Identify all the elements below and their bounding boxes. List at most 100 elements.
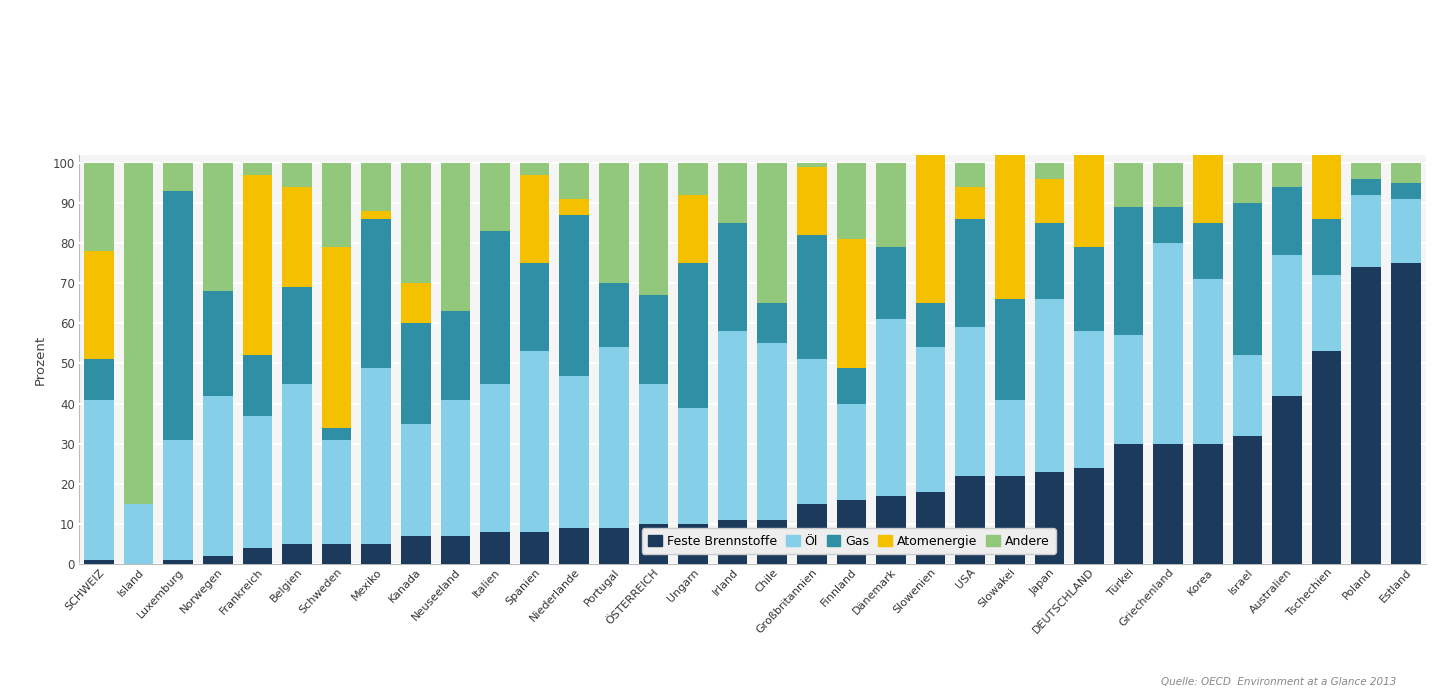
Bar [995, 83, 1025, 299]
Bar [361, 211, 392, 219]
Bar [282, 544, 312, 564]
Bar [84, 251, 114, 359]
Bar [1312, 275, 1342, 352]
Bar [1153, 207, 1184, 243]
Bar [1312, 352, 1342, 564]
Bar [441, 163, 471, 312]
Bar [124, 504, 154, 564]
Bar [955, 219, 985, 327]
Bar [837, 500, 867, 564]
Bar [916, 492, 946, 564]
Bar [599, 163, 629, 283]
Bar [400, 283, 431, 323]
Bar [995, 476, 1025, 564]
Bar [1391, 264, 1421, 564]
Text: Quelle: OECD  Environment at a Glance 2013: Quelle: OECD Environment at a Glance 201… [1162, 676, 1397, 687]
Bar [717, 332, 747, 520]
Bar [400, 424, 431, 536]
Bar [400, 536, 431, 564]
Bar [441, 400, 471, 536]
Bar [84, 359, 114, 400]
Bar [361, 367, 392, 544]
Bar [321, 428, 351, 440]
Bar [242, 356, 272, 416]
Bar [203, 163, 233, 291]
Bar [361, 219, 392, 367]
Bar [916, 139, 946, 303]
Bar [1113, 336, 1143, 444]
Bar [1192, 444, 1223, 564]
Bar [1192, 279, 1223, 444]
Bar [638, 384, 668, 524]
Bar [203, 291, 233, 396]
Bar [480, 384, 510, 532]
Bar [916, 347, 946, 492]
Bar [955, 187, 985, 219]
Bar [678, 195, 708, 264]
Bar [876, 247, 906, 319]
Bar [84, 163, 114, 251]
Bar [1192, 223, 1223, 279]
Bar [1233, 356, 1263, 436]
Text: Energiequellen: Energiequellen [75, 22, 428, 64]
Bar [599, 347, 629, 528]
Bar [242, 416, 272, 548]
Bar [876, 496, 906, 564]
Bar [837, 367, 867, 404]
Bar [638, 163, 668, 295]
Bar [678, 264, 708, 407]
Bar [242, 175, 272, 356]
Bar [1312, 78, 1342, 219]
Bar [282, 288, 312, 384]
Bar [599, 528, 629, 564]
Bar [1074, 155, 1104, 247]
Bar [163, 191, 193, 440]
Bar [717, 163, 747, 223]
Bar [480, 231, 510, 384]
Bar [321, 247, 351, 428]
Bar [1233, 163, 1263, 203]
Bar [321, 440, 351, 544]
Bar [361, 544, 392, 564]
Bar [757, 520, 788, 564]
Bar [1113, 207, 1143, 336]
Bar [955, 327, 985, 476]
Legend: Feste Brennstoffe, Öl, Gas, Atomenergie, Andere: Feste Brennstoffe, Öl, Gas, Atomenergie,… [642, 528, 1056, 554]
Bar [480, 532, 510, 564]
Bar [1233, 203, 1263, 356]
Bar [1034, 223, 1064, 299]
Bar [1391, 199, 1421, 264]
Bar [1113, 444, 1143, 564]
Bar [1391, 183, 1421, 199]
Bar [757, 303, 788, 343]
Bar [638, 295, 668, 384]
Bar [520, 264, 550, 352]
Bar [1153, 163, 1184, 207]
Bar [717, 520, 747, 564]
Bar [1272, 187, 1302, 255]
Bar [559, 528, 589, 564]
Bar [796, 167, 827, 235]
Bar [1312, 219, 1342, 275]
Bar [837, 404, 867, 500]
Bar [163, 163, 193, 191]
Bar [1034, 299, 1064, 472]
Bar [1074, 247, 1104, 332]
Y-axis label: Prozent: Prozent [35, 334, 48, 385]
Bar [203, 556, 233, 564]
Bar [955, 163, 985, 187]
Bar [84, 400, 114, 560]
Bar [1233, 436, 1263, 564]
Bar [480, 163, 510, 231]
Bar [796, 163, 827, 167]
Bar [242, 163, 272, 175]
Bar [916, 303, 946, 347]
Bar [1272, 255, 1302, 396]
Bar [717, 223, 747, 332]
Bar [282, 384, 312, 544]
Bar [995, 299, 1025, 400]
Bar [1351, 267, 1381, 564]
Bar [796, 235, 827, 359]
Bar [1391, 163, 1421, 183]
Bar [638, 524, 668, 564]
